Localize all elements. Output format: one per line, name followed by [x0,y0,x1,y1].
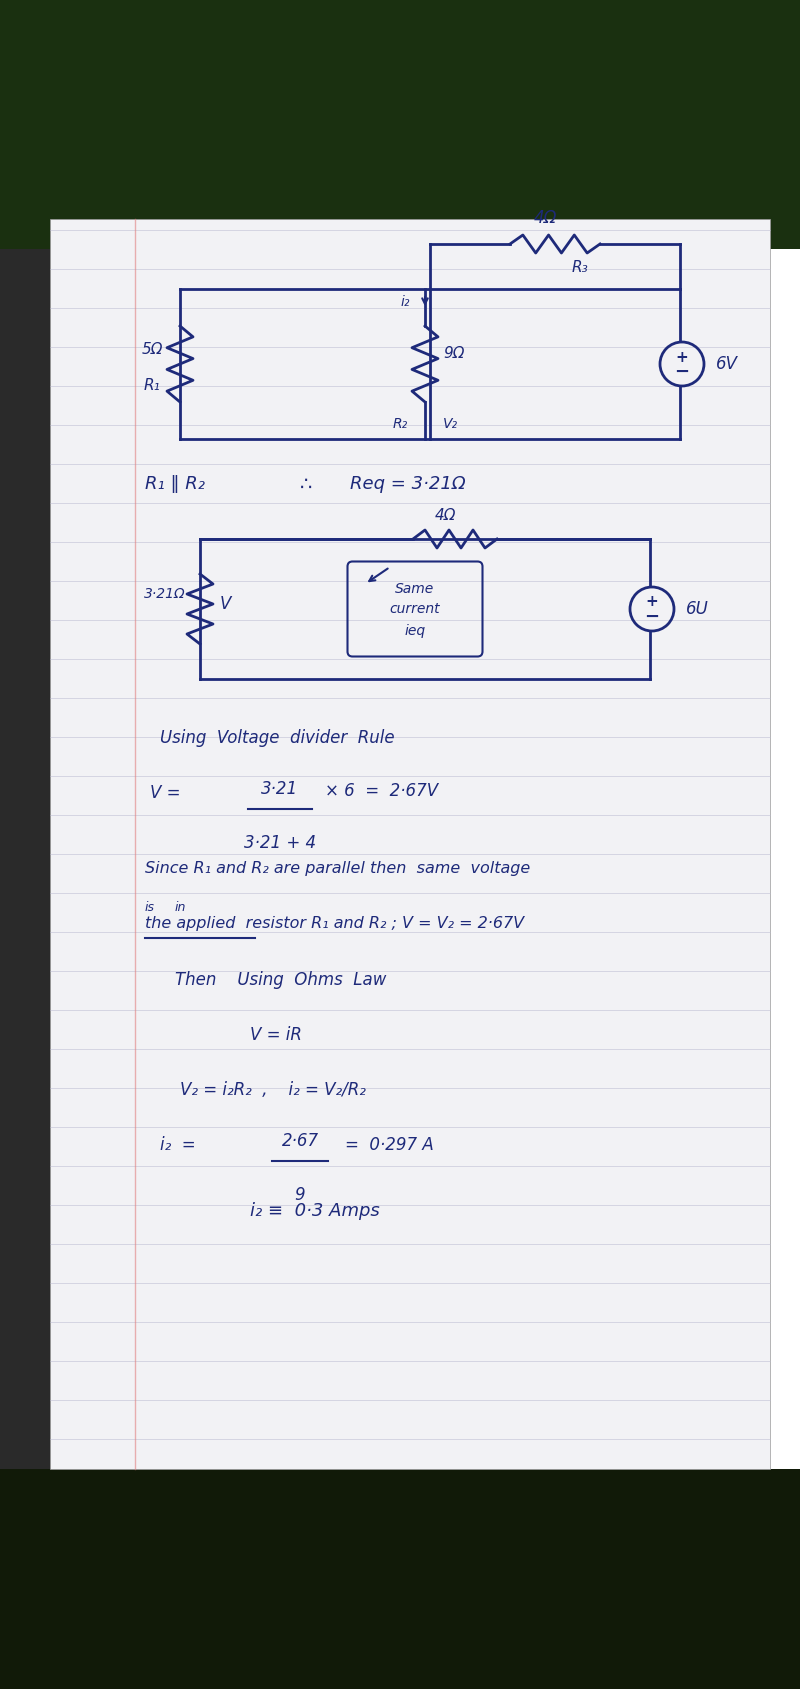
Text: current: current [390,601,440,616]
Text: =  0·297 A: = 0·297 A [345,1137,434,1154]
Text: ieq: ieq [405,623,426,638]
Text: R₁ ‖ R₂: R₁ ‖ R₂ [145,475,205,493]
Text: 3·21 + 4: 3·21 + 4 [244,834,316,851]
Text: 2·67: 2·67 [282,1132,318,1150]
Text: V =: V = [150,784,181,802]
Bar [0,0,800,248]
Text: ∴: ∴ [300,475,312,493]
Text: 6U: 6U [686,600,709,618]
Text: is: is [145,900,155,914]
Text: Since R₁ and R₂ are parallel then  same  voltage: Since R₁ and R₂ are parallel then same v… [145,861,530,877]
Text: Req = 3·21Ω: Req = 3·21Ω [350,475,466,493]
Text: −: − [674,363,690,382]
Text: 6V: 6V [716,355,738,373]
Text: R₁: R₁ [144,378,160,394]
Text: 4Ω: 4Ω [534,209,557,226]
Text: 3·21Ω: 3·21Ω [144,588,186,601]
Text: i₂ ≡  0·3 Amps: i₂ ≡ 0·3 Amps [250,1203,380,1219]
Text: 3·21: 3·21 [262,780,298,797]
Text: −: − [645,608,659,627]
Text: V₂ = i₂R₂  ,    i₂ = V₂/R₂: V₂ = i₂R₂ , i₂ = V₂/R₂ [180,1081,366,1100]
Text: V₂: V₂ [443,417,458,431]
Bar [50,220,770,1469]
Text: V = iR: V = iR [250,1025,302,1044]
Text: R₂: R₂ [392,417,408,431]
Text: Then    Using  Ohms  Law: Then Using Ohms Law [175,971,386,990]
Text: V: V [219,595,230,613]
Bar [0,248,60,1469]
Bar [0,1469,800,1689]
Text: × 6  =  2·67V: × 6 = 2·67V [325,782,438,801]
Text: R₃: R₃ [572,260,588,275]
Text: in: in [175,900,186,914]
Text: 5Ω: 5Ω [142,341,162,356]
Text: 9Ω: 9Ω [443,346,464,361]
Text: i₂  =: i₂ = [160,1137,196,1154]
Text: i₂: i₂ [401,294,410,309]
Text: Using  Voltage  divider  Rule: Using Voltage divider Rule [160,730,394,747]
Text: Same: Same [395,583,434,596]
Text: 4Ω: 4Ω [434,508,456,524]
Text: +: + [646,595,658,610]
Text: the applied  resistor R₁ and R₂ ; V = V₂ = 2·67V: the applied resistor R₁ and R₂ ; V = V₂ … [145,915,524,931]
Text: +: + [676,350,688,365]
Text: 9: 9 [294,1186,306,1204]
